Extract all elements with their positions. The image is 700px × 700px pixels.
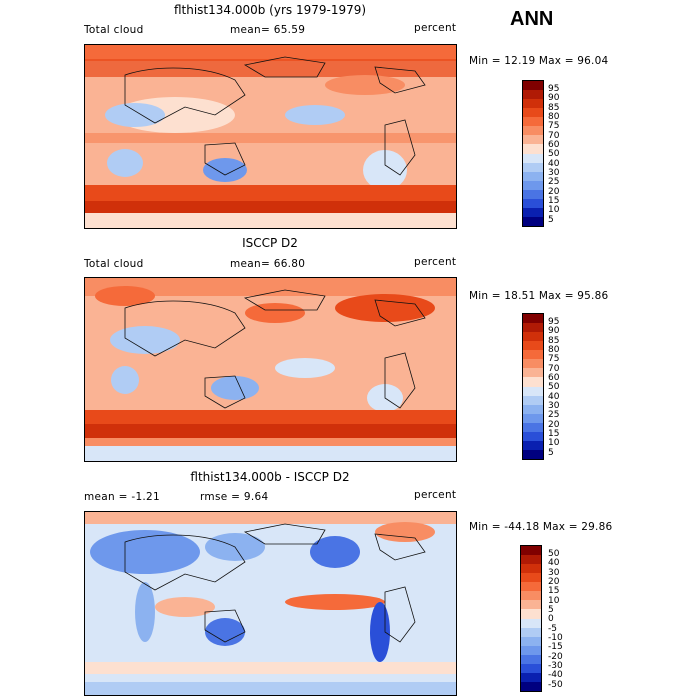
- colorbar-tick-label: -5: [548, 623, 557, 634]
- panel1-map-field: [85, 45, 456, 228]
- colorbar-tick-label: 60: [548, 140, 560, 150]
- panel3-map: [84, 511, 457, 696]
- colorbar-tick-label: 25: [548, 410, 560, 421]
- panel3-map-field: [85, 512, 456, 695]
- colorbar-tick-label: 30: [548, 401, 560, 411]
- colorbar-tick-label: 40: [548, 391, 560, 402]
- colorbar-tick-label: 50: [548, 549, 560, 559]
- panel1-mean-label: mean= 65.59: [230, 24, 306, 36]
- panel1-colorbar: [522, 80, 544, 227]
- colorbar-tick-label: 75: [548, 121, 560, 132]
- panel2-variable-label: Total cloud: [84, 258, 144, 270]
- colorbar-tick-label: 15: [548, 196, 560, 206]
- season-label: ANN: [510, 8, 554, 30]
- colorbar-tick-label: 20: [548, 186, 560, 197]
- colorbar-tick-label: 5: [548, 214, 554, 225]
- panel2-map-field: [85, 278, 456, 461]
- colorbar-tick-label: 30: [548, 168, 560, 178]
- panel1-map: [84, 44, 457, 229]
- panel3-minmax: Min = -44.18 Max = 29.86: [469, 521, 613, 533]
- colorbar-tick-label: 5: [548, 605, 554, 615]
- colorbar-tick-label: 60: [548, 373, 560, 383]
- colorbar-tick-label: 5: [548, 447, 554, 458]
- colorbar-tick-label: 30: [548, 567, 560, 578]
- colorbar-tick-label: 20: [548, 419, 560, 430]
- panel3-colorbar: [520, 545, 542, 692]
- colorbar-tick-label: -30: [548, 661, 563, 671]
- panel2-title: ISCCP D2: [242, 236, 298, 250]
- colorbar-tick-label: 10: [548, 205, 560, 216]
- colorbar-tick-label: 0: [548, 614, 554, 625]
- colorbar-tick-label: 50: [548, 382, 560, 393]
- colorbar-tick-label: 70: [548, 363, 560, 374]
- colorbar-tick-label: 40: [548, 558, 560, 569]
- colorbar-tick-label: 15: [548, 429, 560, 439]
- colorbar-tick-label: 10: [548, 595, 560, 606]
- panel2-map: [84, 277, 457, 462]
- colorbar-tick-label: 85: [548, 335, 560, 346]
- colorbar-tick-label: 40: [548, 158, 560, 169]
- panel3-units-label: percent: [414, 489, 457, 501]
- colorbar-tick-label: 90: [548, 326, 560, 337]
- colorbar-tick-label: -40: [548, 670, 563, 681]
- colorbar-tick-label: -20: [548, 651, 563, 662]
- panel2-colorbar: [522, 313, 544, 460]
- colorbar-tick-label: 95: [548, 317, 560, 327]
- colorbar-tick-label: 10: [548, 438, 560, 449]
- colorbar-tick-label: 90: [548, 93, 560, 104]
- panel1-units-label: percent: [414, 22, 457, 34]
- colorbar-tick-label: 80: [548, 345, 560, 355]
- colorbar-tick-label: 25: [548, 177, 560, 188]
- colorbar-tick-label: 20: [548, 577, 560, 587]
- colorbar-tick-label: 80: [548, 112, 560, 122]
- colorbar-tick-label: -15: [548, 642, 563, 653]
- panel3-mean-label: mean = -1.21: [84, 491, 161, 503]
- panel1-title: flthist134.000b (yrs 1979-1979): [173, 3, 367, 17]
- panel3-title: flthist134.000b - ISCCP D2: [190, 470, 350, 484]
- panel1-minmax: Min = 12.19 Max = 96.04: [469, 55, 609, 67]
- colorbar-tick-label: 95: [548, 84, 560, 94]
- colorbar-tick-label: 50: [548, 149, 560, 160]
- colorbar-tick-label: 15: [548, 586, 560, 597]
- panel2-units-label: percent: [414, 256, 457, 268]
- panel1-variable-label: Total cloud: [84, 24, 144, 36]
- colorbar-tick-label: -50: [548, 679, 563, 690]
- panel2-mean-label: mean= 66.80: [230, 258, 306, 270]
- colorbar-tick-label: -10: [548, 633, 563, 643]
- colorbar-tick-label: 75: [548, 354, 560, 365]
- panel3-rmse-label: rmse = 9.64: [200, 491, 269, 503]
- panel2-minmax: Min = 18.51 Max = 95.86: [469, 290, 609, 302]
- colorbar-tick-label: 70: [548, 130, 560, 141]
- colorbar-tick-label: 85: [548, 102, 560, 113]
